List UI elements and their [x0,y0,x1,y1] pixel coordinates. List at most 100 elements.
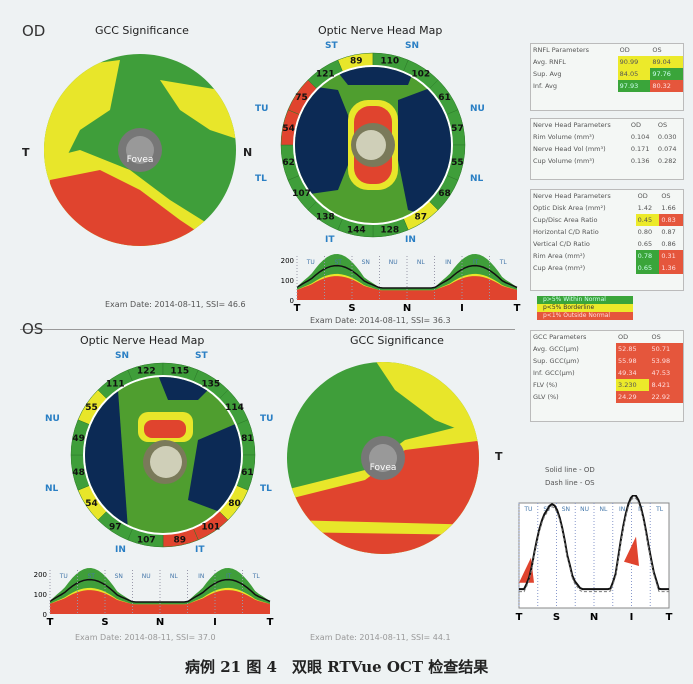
tsnit-band-label: IN [198,573,204,580]
table-row: Cup/Disc Area Ratio 0.45 0.83 [531,214,683,226]
table-row: Inf. Avg 97.93 80.32 [531,80,683,92]
od-gcc-temporal-label: T [22,146,30,159]
table-row: Rim Area (mm²) 0.78 0.31 [531,250,683,262]
od-value: 97.93 [617,80,651,92]
os-value: 0.87 [661,228,676,236]
table-row: Horizontal C/D Ratio 0.80 0.87 [531,226,683,238]
quadrant-label-sn: SN [115,351,130,361]
col-os: OS [652,46,662,54]
row-label: Rim Volume (mm³) [533,133,595,141]
tsnit-band-outside [297,276,517,300]
od-os-comparison-chart: TU ST SN NU NL IN IT TLT S N I T [516,495,673,623]
os-value: 53.98 [649,355,683,367]
col-od: OD [630,121,641,129]
table-row: Cup Volume (mm³) 0.136 0.282 [531,155,683,167]
tsnit-band-label: IN [445,259,451,266]
od-value: 24.29 [616,391,650,403]
row-label: Horizontal C/D Ratio [533,228,599,236]
table-row: Nerve Head Vol (mm³) 0.171 0.074 [531,143,683,155]
sector-value-in1: 128 [380,225,399,235]
row-label: Inf. GCC(µm) [533,369,575,377]
row-label: Vertical C/D Ratio [533,240,590,248]
os-value: 0.86 [661,240,676,248]
od-fovea-label: Fovea [127,155,154,165]
sector-value-tu1: 54 [282,124,295,134]
table-row: Vertical C/D Ratio 0.65 0.86 [531,238,683,250]
os-value: 0.282 [657,157,677,165]
comparison-band-label: SN [562,506,570,513]
od-value: 0.65 [637,240,653,248]
sector-value-it2: 138 [316,213,335,223]
sector-value-it1: 144 [347,225,366,235]
tsnit-ytick: 100 [34,591,47,599]
legend-outside: p<1% Outside Normal [537,312,633,320]
quadrant-label-nl: NL [45,484,59,494]
sector-value-tu2: 114 [225,403,244,413]
col-os: OS [651,333,661,341]
od-label: OD [22,22,46,40]
sector-value-nu1: 57 [451,124,464,134]
row-label: Cup/Disc Area Ratio [533,216,598,224]
sector-value-nu2: 61 [438,93,451,103]
os-gcc-title: GCC Significance [350,334,444,347]
tsnit-axis-label: I [213,617,217,628]
table-row: Cup Area (mm²) 0.65 1.36 [531,262,683,274]
tsnit-ytick: 200 [281,257,294,265]
od-value: 0.45 [635,214,660,226]
table-title: GCC Parameters [533,333,587,341]
os-gcc-exam-date: Exam Date: 2014-08-11, SSI= 44.1 [310,633,451,642]
quadrant-label-st: ST [195,351,208,361]
rnfl-parameters-table: RNFL Parameters OD OS Avg. RNFL 90.99 89.04 Su… [530,43,684,111]
od-value: 1.42 [637,204,653,212]
table-title: RNFL Parameters [533,46,590,54]
dash-line-legend: Dash line - OS [545,479,595,487]
od-onh-exam-date: Exam Date: 2014-08-11, SSI= 36.3 [310,316,451,325]
od-value: 0.80 [637,228,653,236]
os-value: 0.074 [657,145,677,153]
quadrant-label-tu: TU [260,414,274,424]
row-label: GLV (%) [533,393,559,401]
tsnit-axis-label: S [101,617,108,628]
sector-value-nl1: 55 [451,158,464,168]
quadrant-label-tu: TU [255,104,269,114]
sector-value-it2: 101 [201,523,220,533]
od-gcc-nasal-label: N [243,146,253,159]
tsnit-band-label: TU [59,573,68,580]
od-value: 0.65 [635,262,660,274]
solid-line-od [519,495,669,591]
comparison-band-label: TL [655,506,664,513]
sector-value-sn2: 111 [106,379,125,389]
od-value: 0.78 [635,250,660,262]
row-label: Rim Area (mm²) [533,252,586,260]
tsnit-axis-label: N [156,617,164,628]
os-onh-exam-date: Exam Date: 2014-08-11, SSI= 37.0 [75,633,216,642]
table-row: Inf. GCC(µm) 49.34 47.53 [531,367,683,379]
table-row: Sup. GCC(µm) 55.98 53.98 [531,355,683,367]
os-gcc-temporal-label: T [495,450,503,463]
row-label: Avg. RNFL [533,58,566,66]
table-title: Nerve Head Parameters [533,192,611,200]
os-value: 0.31 [659,250,683,262]
quadrant-label-it: IT [325,235,335,245]
od-value: 84.05 [617,68,651,80]
row-label: Sup. Avg [533,70,562,78]
sector-value-nl2: 68 [438,189,451,199]
sector-value-in2: 87 [415,213,428,223]
os-onh-title: Optic Nerve Head Map [80,334,205,347]
sector-value-nl2: 54 [85,499,98,509]
comparison-axis-label: I [630,612,634,623]
od-value: 55.98 [616,355,650,367]
sector-value-it1: 89 [174,535,187,545]
od-value: 0.171 [630,145,650,153]
table-row: Optic Disk Area (mm²) 1.42 1.66 [531,202,683,214]
tsnit-axis-label: T [514,303,521,314]
os-value: 1.36 [659,262,683,274]
tsnit-band-label: IT [473,259,479,266]
row-label: Nerve Head Vol (mm³) [533,145,606,153]
od-gcc-title: GCC Significance [95,24,189,37]
tsnit-axis-label: N [403,303,411,314]
sector-value-nu1: 49 [72,434,85,444]
row-label: Inf. Avg [533,82,558,90]
difference-highlight [519,536,639,583]
